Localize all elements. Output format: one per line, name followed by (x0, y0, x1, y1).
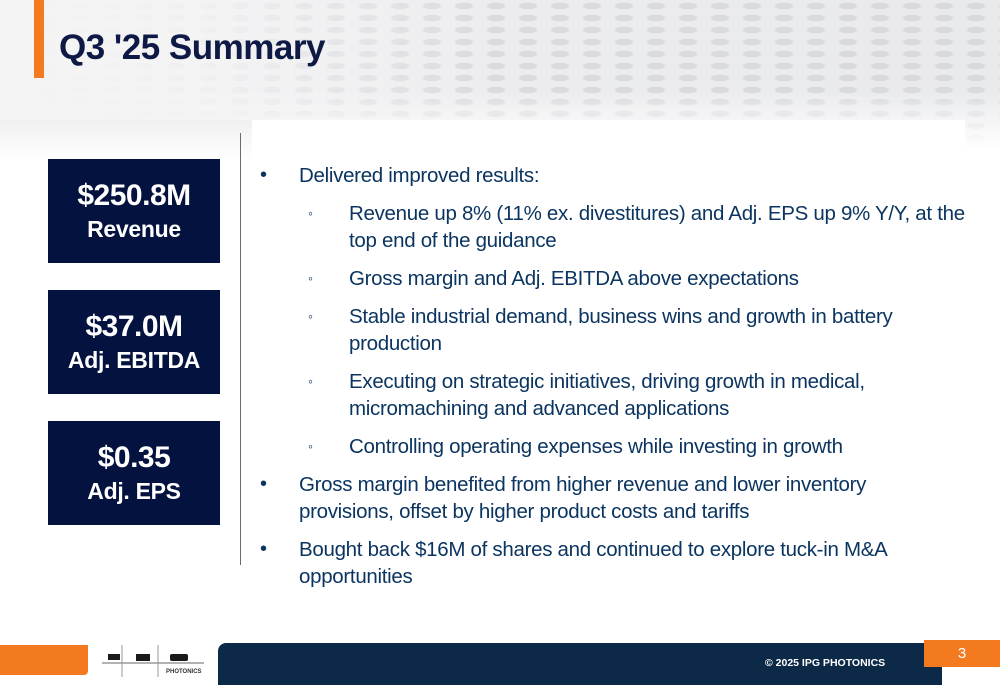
bullet-text: Revenue up 8% (11% ex. divestitures) and… (349, 202, 965, 252)
bullet-item: • Bought back $16M of shares and continu… (255, 536, 965, 590)
content-panel (252, 120, 965, 620)
bullet-text: Stable industrial demand, business wins … (349, 305, 893, 355)
title-accent-bar (34, 0, 44, 78)
kpi-box-revenue: $250.8M Revenue (48, 159, 220, 263)
ipg-photonics-logo: PHOTONICS (100, 643, 206, 679)
page-number-badge: 3 (924, 640, 1000, 667)
ipg-logo-icon: PHOTONICS (102, 645, 204, 677)
sub-bullet-circle-icon: ◦ (308, 308, 313, 324)
bullet-text: Gross margin and Adj. EBITDA above expec… (349, 267, 799, 290)
sub-bullet-item: ◦ Revenue up 8% (11% ex. divestitures) a… (255, 200, 965, 254)
sub-bullet-circle-icon: ◦ (308, 373, 313, 389)
copyright-text: © 2025 IPG PHOTONICS (765, 657, 886, 669)
bullet-text: Gross margin benefited from higher reven… (299, 473, 867, 523)
column-divider (240, 133, 241, 565)
bullet-item: • Gross margin benefited from higher rev… (255, 471, 965, 525)
kpi-box-adj-eps: $0.35 Adj. EPS (48, 421, 220, 525)
bullet-dot-icon: • (260, 164, 267, 186)
bullet-text: Delivered improved results: (299, 164, 540, 187)
bullet-dot-icon: • (260, 538, 267, 560)
footer-orange-bar (0, 645, 88, 675)
left-column-fade (0, 120, 252, 160)
bullet-text: Bought back $16M of shares and continued… (299, 538, 887, 588)
kpi-label: Adj. EPS (87, 478, 181, 504)
bullet-dot-icon: • (260, 473, 267, 495)
kpi-box-adj-ebitda: $37.0M Adj. EBITDA (48, 290, 220, 394)
footer-navy-bar (218, 643, 942, 685)
sub-bullet-circle-icon: ◦ (308, 270, 313, 286)
sub-bullet-item: ◦ Executing on strategic initiatives, dr… (255, 368, 965, 422)
kpi-label: Revenue (87, 216, 181, 242)
svg-text:PHOTONICS: PHOTONICS (166, 669, 202, 675)
kpi-value: $250.8M (77, 179, 191, 212)
kpi-value: $37.0M (85, 310, 183, 343)
kpi-label: Adj. EBITDA (67, 347, 201, 373)
slide-title: Q3 '25 Summary (59, 28, 325, 67)
sub-bullet-item: ◦ Gross margin and Adj. EBITDA above exp… (255, 265, 965, 292)
sub-bullet-circle-icon: ◦ (308, 438, 313, 454)
sub-bullet-circle-icon: ◦ (308, 205, 313, 221)
bullet-item: • Delivered improved results: (255, 162, 965, 189)
sub-bullet-item: ◦ Controlling operating expenses while i… (255, 433, 965, 460)
summary-bullet-list: • Delivered improved results: ◦ Revenue … (255, 162, 965, 601)
bullet-text: Controlling operating expenses while inv… (349, 435, 843, 458)
bullet-text: Executing on strategic initiatives, driv… (349, 370, 865, 420)
kpi-value: $0.35 (97, 441, 171, 474)
sub-bullet-item: ◦ Stable industrial demand, business win… (255, 303, 965, 357)
